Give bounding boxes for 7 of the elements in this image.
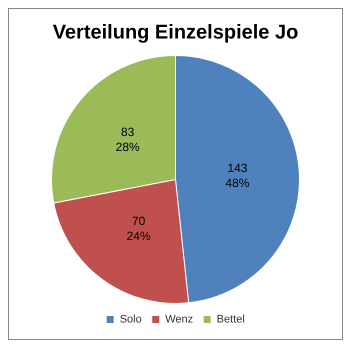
data-label: 70 24% [126,214,151,244]
legend-label: Solo [120,314,142,326]
legend-label: Wenz [165,314,194,326]
data-label: 83 28% [116,124,140,154]
chart-title: Verteilung Einzelspiele Jo [52,22,298,44]
data-label: 143 48% [225,161,250,190]
legend-label: Bettel [216,314,245,326]
